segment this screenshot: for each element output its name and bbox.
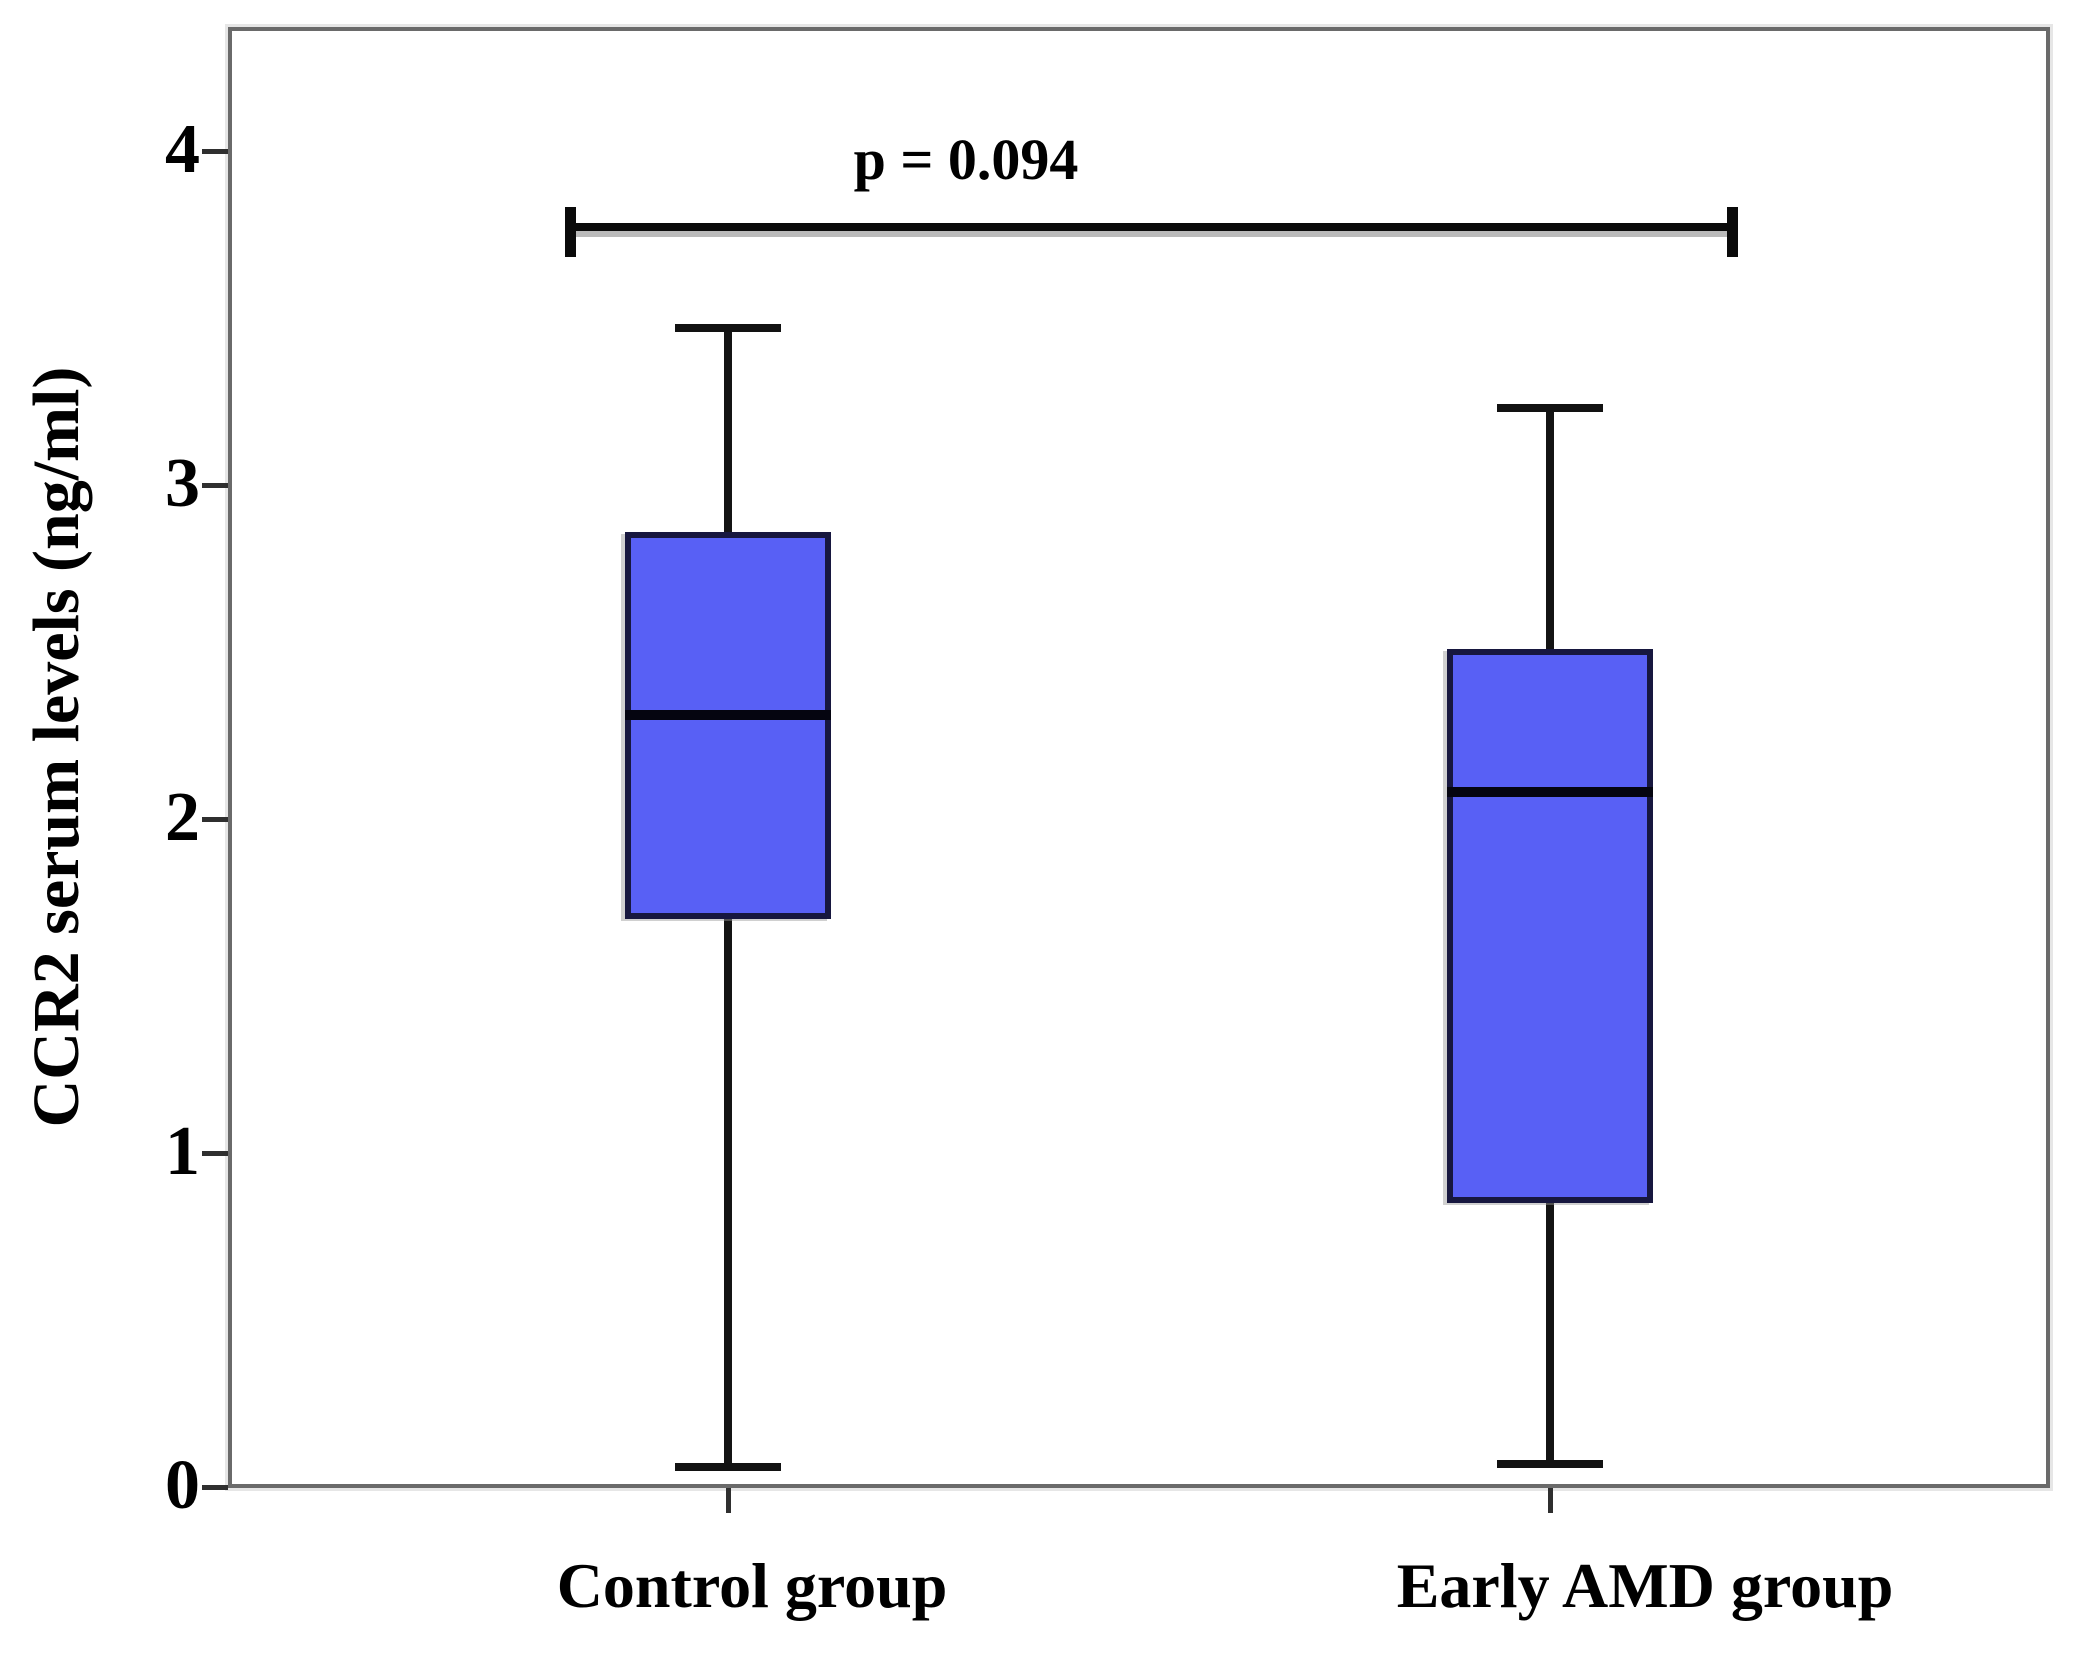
control-lower-whisker-cap — [675, 1462, 781, 1471]
y-tick-mark-2 — [202, 816, 228, 822]
early-amd-median-line — [1447, 787, 1653, 798]
control-box — [625, 531, 831, 920]
plot-area — [228, 27, 2050, 1488]
significance-bracket-left-cap — [565, 207, 576, 257]
y-tick-mark-4 — [202, 148, 228, 154]
y-tick-mark-3 — [202, 482, 228, 488]
early-amd-box — [1447, 648, 1653, 1204]
x-tick-mark-control — [726, 1488, 731, 1513]
y-axis-title: CCR2 serum levels (ng/ml) — [20, 366, 93, 1128]
y-tick-label-2: 2 — [165, 779, 200, 856]
y-tick-mark-1 — [202, 1150, 228, 1156]
significance-bracket-right-cap — [1727, 207, 1738, 257]
x-tick-mark-early-amd — [1548, 1488, 1553, 1513]
y-tick-label-4: 4 — [165, 111, 200, 188]
x-category-label-control: Control group — [556, 1550, 948, 1621]
significance-bracket-line — [570, 223, 1733, 231]
p-value-label: p = 0.094 — [853, 127, 1079, 192]
y-tick-label-1: 1 — [165, 1113, 200, 1190]
y-tick-label-3: 3 — [165, 445, 200, 522]
x-category-label-early-amd: Early AMD group — [1396, 1550, 1894, 1621]
y-tick-mark-0 — [202, 1484, 228, 1490]
control-upper-whisker-cap — [675, 324, 781, 333]
early-amd-upper-whisker-cap — [1497, 404, 1603, 413]
y-tick-label-0: 0 — [165, 1447, 200, 1524]
early-amd-lower-whisker-cap — [1497, 1459, 1603, 1468]
control-median-line — [625, 710, 831, 721]
